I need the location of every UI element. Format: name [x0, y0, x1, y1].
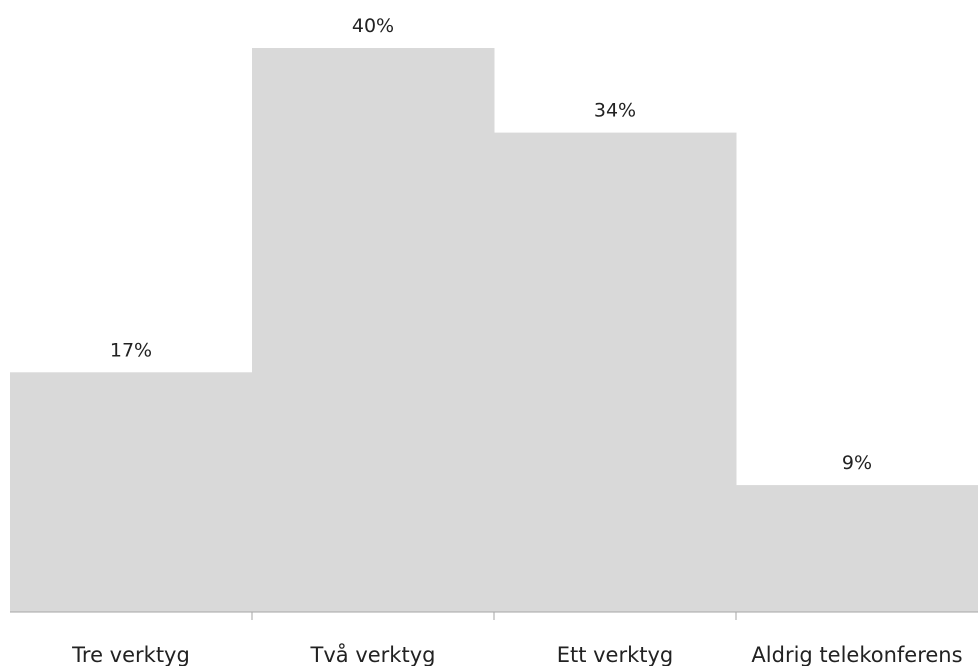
data-label-1: 17%	[110, 339, 152, 361]
category-label-3: Ett verktyg	[557, 643, 674, 666]
bar-2	[252, 48, 495, 612]
data-label-2: 40%	[352, 15, 394, 37]
category-labels-layer: Tre verktyg Två verktyg Ett verktyg Aldrig …	[71, 642, 962, 666]
category-label-2: Två verktyg	[310, 642, 436, 666]
data-labels-layer: 17% 40% 34% 9%	[110, 15, 872, 474]
bar-4	[736, 485, 978, 612]
category-label-1: Tre verktyg	[71, 643, 190, 666]
category-label-4: Aldrig telekonferens	[751, 643, 962, 666]
bar-1	[10, 372, 253, 612]
data-label-3: 34%	[594, 100, 636, 122]
data-label-4: 9%	[842, 452, 872, 474]
bars-layer	[10, 48, 978, 612]
bar-3	[494, 132, 737, 612]
ticks-layer	[251, 612, 737, 620]
